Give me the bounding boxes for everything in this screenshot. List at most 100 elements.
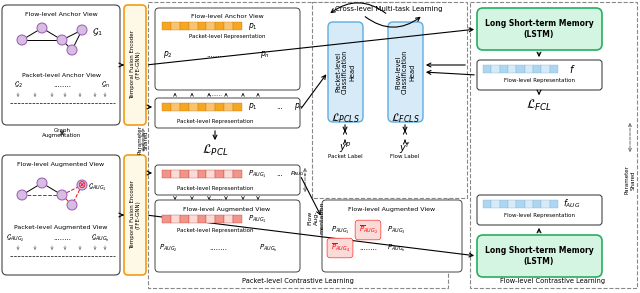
FancyBboxPatch shape xyxy=(477,60,602,90)
Text: Flow-level Contrastive Learning: Flow-level Contrastive Learning xyxy=(500,278,605,284)
Text: Packet-level Representation: Packet-level Representation xyxy=(177,228,253,233)
Text: $P_{AUG_3}$: $P_{AUG_3}$ xyxy=(387,224,405,236)
Text: Flow-level Augmented View: Flow-level Augmented View xyxy=(348,207,436,212)
Text: $p_2$: $p_2$ xyxy=(163,50,173,60)
Bar xyxy=(470,2,637,288)
Bar xyxy=(215,22,224,30)
Bar xyxy=(207,215,215,223)
FancyBboxPatch shape xyxy=(155,165,300,195)
FancyBboxPatch shape xyxy=(155,98,300,128)
Bar xyxy=(224,170,233,178)
Text: $p_1$: $p_1$ xyxy=(248,21,258,32)
Bar xyxy=(533,200,541,208)
FancyBboxPatch shape xyxy=(2,5,120,125)
FancyBboxPatch shape xyxy=(322,200,462,272)
Bar xyxy=(516,65,525,73)
Bar xyxy=(189,103,198,111)
Text: Long Short-term Memory
(LSTM): Long Short-term Memory (LSTM) xyxy=(484,19,593,39)
Text: $P_{AUG_1}$: $P_{AUG_1}$ xyxy=(331,224,349,236)
Bar xyxy=(233,170,242,178)
Text: Flow Label: Flow Label xyxy=(390,154,420,159)
Bar xyxy=(207,22,215,30)
Bar xyxy=(483,200,492,208)
Text: $\mathcal{L}_{FCL}$: $\mathcal{L}_{FCL}$ xyxy=(526,98,552,113)
Bar xyxy=(215,215,224,223)
Text: Packet-level Augmented View: Packet-level Augmented View xyxy=(14,225,108,230)
Bar xyxy=(525,65,533,73)
Text: $P_{AUG_n}$: $P_{AUG_n}$ xyxy=(387,243,405,253)
Text: $f_{AUG}$: $f_{AUG}$ xyxy=(563,198,580,210)
Text: $f$: $f$ xyxy=(569,63,575,75)
Bar xyxy=(533,65,541,73)
Bar xyxy=(189,22,198,30)
Text: Flow-level Augmented View: Flow-level Augmented View xyxy=(184,207,271,212)
Bar xyxy=(215,170,224,178)
Text: $p_n$: $p_n$ xyxy=(294,101,304,113)
Bar xyxy=(148,2,448,288)
Bar xyxy=(162,103,171,111)
Bar xyxy=(508,65,516,73)
Text: Flow-level Representation: Flow-level Representation xyxy=(504,78,575,83)
Bar xyxy=(198,22,207,30)
FancyBboxPatch shape xyxy=(124,5,146,125)
Bar xyxy=(189,215,198,223)
Text: $\mathcal{L}_{FCLS}$: $\mathcal{L}_{FCLS}$ xyxy=(390,111,419,125)
Bar xyxy=(541,65,550,73)
Bar xyxy=(162,215,171,223)
FancyBboxPatch shape xyxy=(477,235,602,277)
Text: Graph
Augmentation: Graph Augmentation xyxy=(42,127,82,138)
Bar xyxy=(312,2,467,198)
Text: Packet Label: Packet Label xyxy=(328,154,362,159)
Circle shape xyxy=(37,178,47,188)
Bar xyxy=(483,65,492,73)
Bar xyxy=(171,103,180,111)
Circle shape xyxy=(77,25,87,35)
Bar xyxy=(207,170,215,178)
FancyBboxPatch shape xyxy=(328,22,363,122)
Bar xyxy=(492,65,500,73)
FancyBboxPatch shape xyxy=(2,155,120,275)
Bar xyxy=(492,200,500,208)
Text: $P_{AUG_2}$: $P_{AUG_2}$ xyxy=(159,243,177,253)
Text: $\overline{P}_{AUG_2}$: $\overline{P}_{AUG_2}$ xyxy=(358,224,378,236)
FancyBboxPatch shape xyxy=(477,8,602,50)
Text: ........: ........ xyxy=(359,245,377,251)
Circle shape xyxy=(77,180,87,190)
Text: ........: ........ xyxy=(208,91,222,96)
Bar xyxy=(180,103,189,111)
Text: $\mathcal{G}_{AUG_n}$: $\mathcal{G}_{AUG_n}$ xyxy=(91,232,109,243)
Circle shape xyxy=(57,190,67,200)
Text: $\mathcal{L}_{PCLS}$: $\mathcal{L}_{PCLS}$ xyxy=(330,111,360,125)
Text: $\mathcal{L}_{PCL}$: $\mathcal{L}_{PCL}$ xyxy=(202,142,228,158)
Bar xyxy=(171,170,180,178)
Bar xyxy=(180,22,189,30)
Bar xyxy=(224,215,233,223)
Bar xyxy=(550,65,558,73)
Text: ........: ........ xyxy=(206,52,224,58)
Bar xyxy=(550,200,558,208)
Text: ...: ... xyxy=(276,104,284,110)
Bar xyxy=(224,103,233,111)
FancyBboxPatch shape xyxy=(388,22,423,122)
Text: $\mathcal{G}_{AUG_1}$: $\mathcal{G}_{AUG_1}$ xyxy=(88,181,106,193)
Bar xyxy=(233,215,242,223)
Text: $\mathcal{G}_1$: $\mathcal{G}_1$ xyxy=(92,26,102,38)
Text: $\overline{P}_{AUG_4}$: $\overline{P}_{AUG_4}$ xyxy=(330,242,349,254)
Text: Long Short-term Memory
(LSTM): Long Short-term Memory (LSTM) xyxy=(484,246,593,266)
FancyBboxPatch shape xyxy=(124,155,146,275)
Text: Flow-level Representation: Flow-level Representation xyxy=(504,213,575,218)
Text: Parameter
Shared: Parameter Shared xyxy=(138,126,148,154)
FancyBboxPatch shape xyxy=(477,195,602,225)
Text: $y^p$: $y^p$ xyxy=(339,141,351,155)
Circle shape xyxy=(17,190,27,200)
Bar xyxy=(233,22,242,30)
Text: $\mathcal{G}_{AUG_2}$: $\mathcal{G}_{AUG_2}$ xyxy=(6,232,24,243)
Text: ........: ........ xyxy=(208,195,222,200)
Text: Cross-level Multi-task Learning: Cross-level Multi-task Learning xyxy=(335,6,443,12)
Bar xyxy=(233,103,242,111)
Text: $P_{AUG_1}$: $P_{AUG_1}$ xyxy=(248,214,267,224)
Bar xyxy=(198,170,207,178)
Bar xyxy=(525,200,533,208)
Bar xyxy=(224,22,233,30)
Text: $\mathcal{G}_2$: $\mathcal{G}_2$ xyxy=(13,80,22,90)
